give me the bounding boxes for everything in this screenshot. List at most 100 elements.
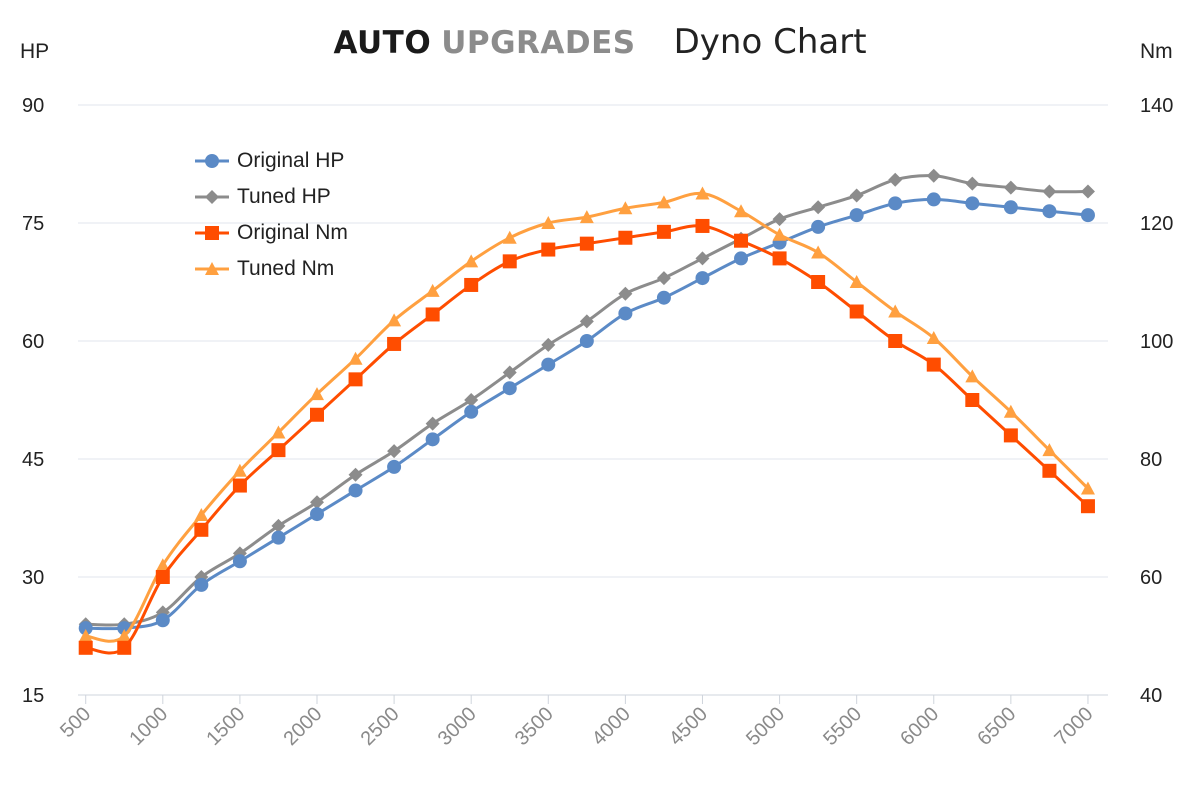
data-point-tuned-nm (502, 230, 517, 244)
data-point-tuned-hp (965, 176, 980, 191)
data-point-tuned-hp (772, 212, 787, 227)
data-point-original-hp (155, 613, 170, 628)
x-tick-label: 1500 (202, 703, 249, 750)
data-point-original-nm (271, 443, 286, 458)
data-point-original-nm (502, 254, 517, 269)
data-point-tuned-hp (1003, 180, 1018, 195)
right-tick-label: 140 (1140, 95, 1173, 117)
data-point-original-hp (425, 432, 440, 447)
chart-title: AUTO UPGRADES Dyno Chart (0, 22, 1200, 62)
data-point-original-nm (387, 336, 402, 351)
right-tick-label: 120 (1140, 213, 1173, 235)
data-point-original-hp (348, 483, 363, 498)
data-point-tuned-hp (464, 393, 479, 407)
data-point-tuned-nm (464, 254, 479, 268)
data-point-original-hp (541, 357, 556, 372)
data-point-tuned-hp (849, 188, 864, 203)
data-point-original-hp (656, 290, 671, 305)
data-point-tuned-nm (309, 387, 324, 401)
data-point-tuned-hp (695, 251, 710, 266)
data-point-tuned-nm (348, 351, 363, 365)
data-point-tuned-nm (1003, 404, 1018, 418)
data-point-tuned-nm (117, 629, 132, 642)
legend-item-tuned-hp: Tuned HP (195, 179, 348, 215)
data-point-original-nm (811, 275, 826, 289)
data-point-tuned-hp (271, 518, 286, 533)
x-tick-label: 4000 (588, 703, 635, 750)
x-tick-label: 1000 (125, 703, 172, 750)
data-point-original-hp (618, 306, 633, 321)
data-point-original-nm (695, 218, 710, 233)
data-point-tuned-nm (579, 210, 594, 224)
x-tick-label: 7000 (1050, 703, 1097, 750)
right-tick-label: 80 (1140, 449, 1162, 471)
data-point-tuned-nm (695, 186, 710, 200)
legend-label: Tuned Nm (237, 257, 335, 280)
data-point-original-nm (734, 233, 749, 248)
data-point-tuned-nm (811, 245, 826, 259)
legend-swatch-tuned-nm (195, 262, 229, 275)
data-point-original-hp (194, 577, 209, 592)
left-tick-label: 15 (22, 685, 44, 707)
data-point-tuned-hp (387, 444, 402, 459)
left-tick-label: 75 (22, 213, 44, 235)
series-tuned-nm (78, 186, 1095, 643)
x-tick-label: 3500 (511, 703, 558, 750)
legend-marker (205, 226, 219, 240)
data-point-original-hp (1080, 208, 1095, 223)
legend-marker (205, 154, 219, 168)
data-point-tuned-hp (656, 271, 671, 286)
data-point-original-nm (656, 224, 671, 239)
x-tick-label: 2500 (357, 703, 404, 750)
data-point-original-nm (309, 407, 324, 422)
legend-marker (205, 190, 219, 204)
data-point-original-nm (579, 236, 594, 251)
legend-item-original-nm: Original Nm (195, 215, 348, 251)
x-tick-label: 3000 (434, 703, 481, 750)
data-point-original-hp (965, 196, 980, 211)
data-point-original-nm (155, 570, 170, 584)
data-point-original-nm (1003, 428, 1018, 443)
x-tick-label: 2000 (280, 703, 327, 750)
data-point-tuned-nm (888, 304, 903, 318)
data-point-tuned-nm (271, 425, 286, 439)
data-point-original-hp (271, 530, 286, 545)
data-point-original-hp (734, 251, 749, 266)
x-tick-label: 6500 (973, 703, 1020, 750)
legend-item-original-hp: Original HP (195, 143, 348, 179)
data-point-original-hp (926, 192, 941, 207)
data-point-original-nm (888, 334, 903, 348)
data-point-tuned-nm (1042, 443, 1057, 457)
data-point-original-nm (78, 640, 93, 655)
data-point-tuned-hp (541, 337, 556, 352)
right-axis-unit: Nm (1140, 40, 1173, 63)
data-point-tuned-hp (926, 168, 941, 183)
data-point-original-hp (387, 459, 402, 474)
data-point-original-hp (464, 404, 479, 419)
data-point-original-nm (541, 242, 556, 257)
data-point-original-hp (1042, 204, 1057, 219)
series-original-hp (78, 192, 1095, 636)
data-point-tuned-nm (155, 558, 170, 572)
data-point-tuned-nm (618, 201, 633, 215)
data-point-tuned-nm (78, 629, 93, 642)
left-tick-label: 30 (22, 567, 44, 589)
data-point-original-hp (1003, 200, 1018, 215)
left-axis-unit: HP (20, 40, 50, 63)
data-point-tuned-nm (656, 195, 671, 209)
data-point-original-nm (965, 393, 980, 407)
x-tick-label: 5000 (742, 703, 789, 750)
data-point-tuned-hp (579, 314, 594, 329)
data-point-original-nm (194, 522, 209, 537)
brand-upgrades: UPGRADES (441, 25, 636, 61)
data-point-tuned-hp (348, 467, 363, 482)
data-point-tuned-nm (425, 283, 440, 297)
data-point-original-nm (849, 304, 864, 319)
data-point-original-nm (772, 251, 787, 266)
data-point-tuned-hp (1080, 184, 1095, 199)
data-point-original-hp (888, 196, 903, 211)
series-original-nm (78, 218, 1095, 655)
legend-swatch-original-nm (195, 226, 229, 240)
legend: Original HP Tuned HP Original Nm Tuned Nm (195, 143, 348, 287)
left-tick-label: 60 (22, 331, 44, 353)
